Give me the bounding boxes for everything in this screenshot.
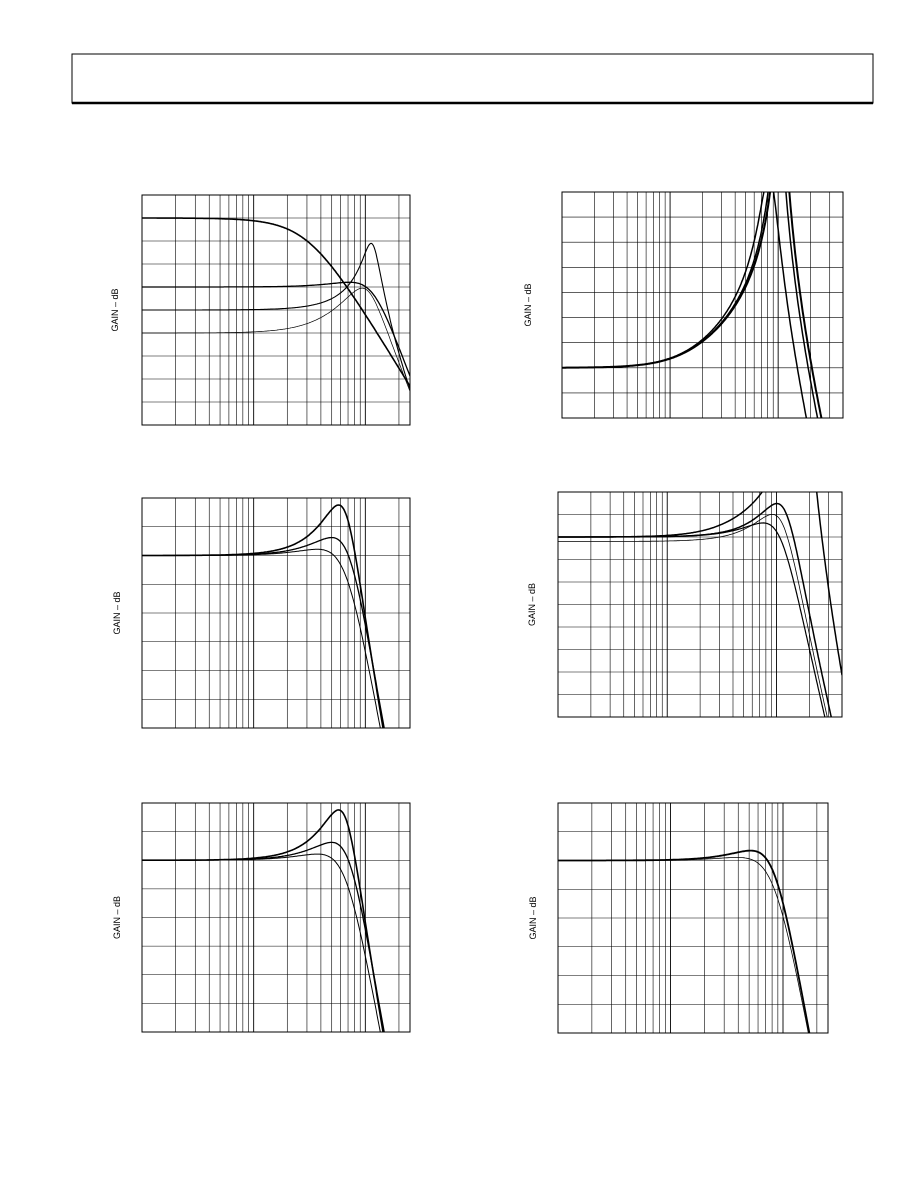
response-curve <box>558 522 826 717</box>
response-curve <box>142 287 410 392</box>
plot-frame <box>557 802 829 1034</box>
response-curve <box>558 849 811 1033</box>
plot-frame <box>557 491 843 718</box>
response-curve <box>558 857 809 1033</box>
response-curve <box>142 281 410 377</box>
y-axis-label: GAIN – dB <box>110 288 120 331</box>
plot: GAIN – dB <box>528 802 829 1034</box>
header-box <box>71 53 874 104</box>
plot-frame <box>561 191 844 419</box>
response-curve <box>142 217 410 387</box>
response-curve <box>142 841 385 1032</box>
response-curve <box>142 242 410 390</box>
y-axis-label: GAIN – dB <box>112 591 122 634</box>
y-axis-label: GAIN – dB <box>112 896 122 939</box>
y-axis-label: GAIN – dB <box>523 283 533 326</box>
plot: GAIN – dB <box>527 491 843 718</box>
response-curve <box>562 192 808 418</box>
plot: GAIN – dB <box>523 191 844 419</box>
response-curve <box>142 548 381 728</box>
plot-frame <box>141 497 411 729</box>
response-curve <box>558 514 828 717</box>
response-curve <box>142 536 385 728</box>
plot: GAIN – dB <box>112 497 411 729</box>
response-curve <box>142 853 381 1032</box>
plot-frame <box>141 802 411 1033</box>
plot: GAIN – dB <box>112 802 411 1033</box>
plot: GAIN – dB <box>110 194 411 426</box>
y-axis-label: GAIN – dB <box>527 583 537 626</box>
y-axis-label: GAIN – dB <box>528 896 538 939</box>
